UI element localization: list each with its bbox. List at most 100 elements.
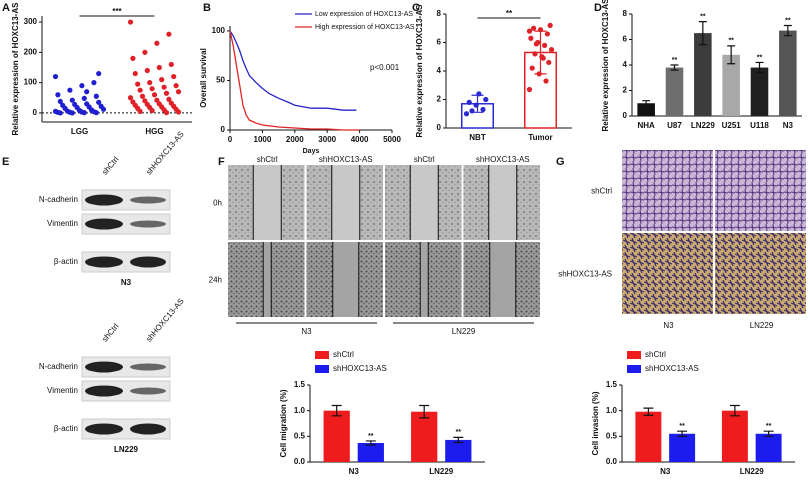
group-label: N3 xyxy=(301,327,312,336)
dot xyxy=(81,95,87,101)
y-axis-label: Relative expression of HOXC13-AS xyxy=(601,0,610,131)
dot xyxy=(546,59,552,66)
wound-gap xyxy=(331,165,360,240)
row-label: 24h xyxy=(209,276,222,285)
row-label: shCtrl xyxy=(591,187,612,196)
wound-edge xyxy=(252,165,282,240)
wound-edge xyxy=(409,165,439,240)
column-label: shHOXC13-AS xyxy=(144,130,185,177)
column-label: shCtrl xyxy=(257,155,278,164)
dot xyxy=(175,109,182,115)
dot xyxy=(483,96,489,103)
microscope-image xyxy=(715,150,806,231)
band xyxy=(85,423,123,435)
bar xyxy=(694,33,712,116)
bar xyxy=(779,30,797,117)
bar xyxy=(445,439,472,462)
band xyxy=(130,387,166,395)
dot xyxy=(542,42,548,48)
y-tick-label: 0.5 xyxy=(294,431,306,440)
panel-label: F xyxy=(218,156,225,168)
error-bar xyxy=(677,430,688,437)
row-label: Vimentin xyxy=(47,386,78,395)
dot xyxy=(548,47,555,53)
error-bar xyxy=(365,440,376,446)
significance: *** xyxy=(112,7,122,16)
legend-swatch xyxy=(315,351,329,359)
y-tick-label: 0 xyxy=(623,111,628,120)
microscope-image xyxy=(622,233,713,314)
bar xyxy=(750,67,769,116)
dot xyxy=(130,55,136,62)
error-bar xyxy=(670,64,679,71)
dot xyxy=(149,107,155,114)
dot xyxy=(69,110,75,116)
panel-label: C xyxy=(412,2,420,14)
error-bar xyxy=(698,21,707,46)
x-tick-label: NHA xyxy=(637,121,655,130)
significance: ** xyxy=(456,429,462,436)
significance: ** xyxy=(368,433,374,440)
dot xyxy=(132,70,138,77)
x-tick-label: NBT xyxy=(469,133,486,142)
error-bar xyxy=(419,404,430,419)
y-axis-label: Relative expression of HOXC13-AS xyxy=(415,4,424,138)
y-tick-label: 0 xyxy=(221,125,226,134)
dot xyxy=(175,89,182,95)
dot xyxy=(93,110,99,116)
dot xyxy=(137,87,143,93)
x-tick-label: 1000 xyxy=(254,135,272,144)
band xyxy=(85,218,123,230)
dot xyxy=(168,61,174,68)
dot xyxy=(154,40,160,46)
error-bar xyxy=(783,24,792,37)
dot xyxy=(96,70,102,77)
band xyxy=(130,196,166,204)
dot xyxy=(528,35,534,41)
panel-label: A xyxy=(2,2,10,14)
bar xyxy=(669,433,696,462)
error-bar xyxy=(763,430,774,437)
y-tick-label: 2 xyxy=(623,86,628,95)
dot xyxy=(67,87,73,93)
dot xyxy=(540,55,546,61)
legend-label: shHOXC13-AS xyxy=(645,364,699,373)
wound-edge xyxy=(262,242,272,317)
panel-label: E xyxy=(2,156,9,168)
y-axis-label: Cell invasion (%) xyxy=(591,391,600,455)
dot xyxy=(166,96,172,102)
row-label: 0h xyxy=(213,199,222,208)
wound-gap xyxy=(488,165,517,240)
dot xyxy=(57,110,63,116)
x-tick-label: N3 xyxy=(783,121,794,130)
bar xyxy=(721,410,748,462)
wound-edge xyxy=(489,242,517,317)
dot xyxy=(469,108,475,114)
wound-gap xyxy=(253,165,282,240)
column-label: shHOXC13-AS xyxy=(144,297,185,344)
wound-gap xyxy=(263,242,272,317)
x-tick-label: LN229 xyxy=(691,121,716,130)
band xyxy=(85,361,123,373)
dot xyxy=(127,19,134,25)
row-label: β-actin xyxy=(54,257,78,266)
y-tick-label: 200 xyxy=(24,47,38,56)
y-tick-label: 300 xyxy=(24,17,38,26)
dot xyxy=(55,92,61,98)
y-tick-label: 0.0 xyxy=(294,457,306,466)
dot xyxy=(127,95,134,101)
legend-label: High expression of HOXC13-AS xyxy=(315,24,415,31)
error-bar xyxy=(331,404,342,417)
legend-label: shHOXC13-AS xyxy=(333,364,387,373)
significance: ** xyxy=(679,423,685,430)
y-tick-label: 100 xyxy=(212,26,226,35)
dot xyxy=(142,49,148,55)
y-tick-label: 50 xyxy=(216,76,225,85)
dot xyxy=(91,80,97,86)
column-label: LN229 xyxy=(750,321,774,330)
dot xyxy=(96,99,102,105)
y-tick-label: 6 xyxy=(623,35,628,44)
y-tick-label: 4 xyxy=(623,60,628,69)
bar xyxy=(357,443,384,462)
significance: ** xyxy=(785,17,791,24)
